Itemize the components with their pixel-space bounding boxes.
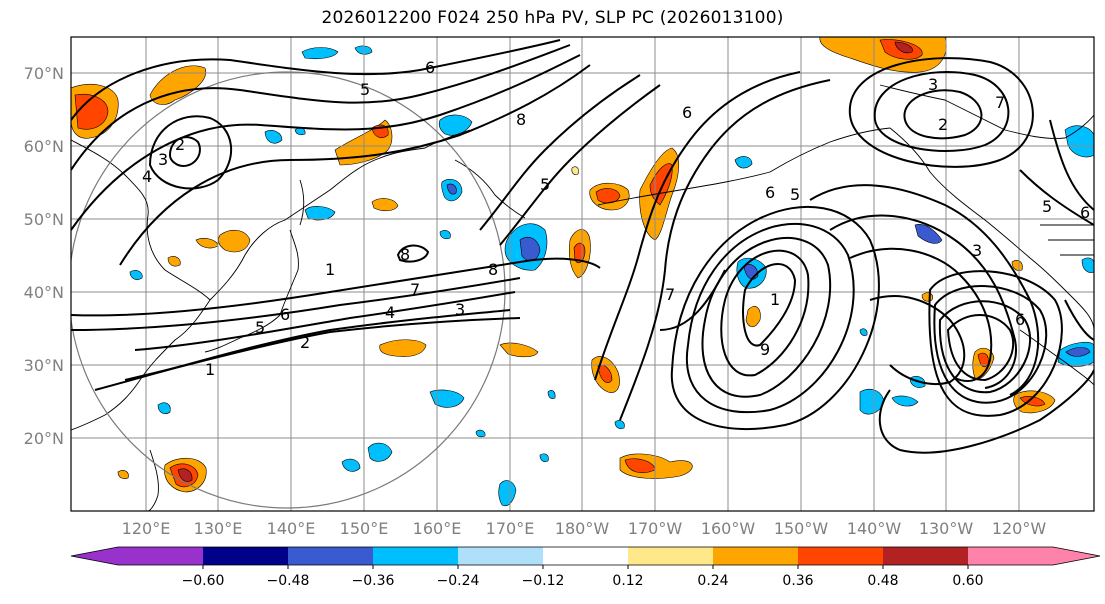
lon-label: 170°W <box>628 519 683 538</box>
contour-label: 9 <box>760 340 770 359</box>
map-plot-area: 5 6 2 3 4 8 5 8 1 8 7 4 3 6 5 2 1 7 6 5 … <box>71 37 1094 511</box>
contour-label: 2 <box>300 333 310 352</box>
contour-labels: 5 6 2 3 4 8 5 8 1 8 7 4 3 6 5 2 1 7 6 5 … <box>142 58 1090 379</box>
colorbar-tick-label: 0.36 <box>782 573 813 589</box>
colorbar-extend-min <box>71 547 118 565</box>
contour-label: 5 <box>255 318 265 337</box>
contour-label: 6 <box>682 103 692 122</box>
contour-label: 7 <box>410 280 420 299</box>
lat-label: 40°N <box>24 283 64 302</box>
contour-label: 6 <box>1080 203 1090 222</box>
lat-label: 70°N <box>24 64 64 83</box>
contour-label: 1 <box>205 360 215 379</box>
colorbar-tick-label: −0.36 <box>352 573 395 589</box>
lon-label: 150°E <box>340 519 389 538</box>
colorbar-tick-label: 0.60 <box>952 573 983 589</box>
colorbar-tick-label: 0.48 <box>867 573 898 589</box>
contour-label: 5 <box>1042 197 1052 216</box>
contour-label: 6 <box>425 58 435 77</box>
contour-label: 6 <box>280 305 290 324</box>
lon-label: 120°W <box>992 519 1047 538</box>
contour-label: 7 <box>665 285 675 304</box>
map-title: 2026012200 F024 250 hPa PV, SLP PC (2026… <box>321 8 784 28</box>
lon-label: 140°E <box>267 519 316 538</box>
colorbar-extend-max <box>1053 547 1100 565</box>
colorbar: −0.60 −0.48 −0.36 −0.24 −0.12 0.12 0.24 0.36 0.4… <box>70 546 1101 589</box>
lon-label: 150°W <box>774 519 829 538</box>
colorbar-tick-label: 0.12 <box>612 573 643 589</box>
contour-label: 4 <box>385 303 395 322</box>
contour-label: 2 <box>175 135 185 154</box>
contour-label: 5 <box>360 80 370 99</box>
contour-label: 3 <box>158 150 168 169</box>
graticule <box>71 37 1094 511</box>
slp-contours <box>71 39 1094 454</box>
colorbar-segment <box>883 547 969 565</box>
contour-label: 8 <box>400 245 410 264</box>
pv-negative-anomalies <box>129 45 1094 507</box>
contour-label: 6 <box>765 183 775 202</box>
latitude-labels: 70°N 60°N 50°N 40°N 30°N 20°N <box>24 64 64 448</box>
colorbar-segment <box>288 547 374 565</box>
contour-label: 2 <box>938 115 948 134</box>
colorbar-segment <box>713 547 799 565</box>
contour-label: 8 <box>516 110 526 129</box>
colorbar-segment <box>798 547 884 565</box>
contour-label: 4 <box>142 167 152 186</box>
colorbar-segment <box>203 547 289 565</box>
lon-label: 130°E <box>194 519 243 538</box>
lon-label: 180°W <box>555 519 610 538</box>
lon-label: 120°E <box>122 519 171 538</box>
colorbar-segment <box>968 547 1054 565</box>
colorbar-tick-label: −0.24 <box>437 573 480 589</box>
colorbar-segment <box>373 547 459 565</box>
lon-label: 130°W <box>919 519 974 538</box>
colorbar-segment <box>543 547 629 565</box>
contour-label: 3 <box>972 241 982 260</box>
contour-label: 8 <box>488 260 498 279</box>
contour-label: 7 <box>995 93 1005 112</box>
lon-label: 170°E <box>486 519 535 538</box>
lat-label: 30°N <box>24 356 64 375</box>
contour-label: 3 <box>455 300 465 319</box>
colorbar-outline <box>70 546 1101 566</box>
lat-label: 50°N <box>24 210 64 229</box>
contour-label: 5 <box>790 185 800 204</box>
colorbar-segment <box>458 547 544 565</box>
contour-label: 3 <box>928 75 938 94</box>
lon-label: 160°E <box>413 519 462 538</box>
contour-label: 6 <box>1015 310 1025 329</box>
contour-label: 1 <box>325 260 335 279</box>
lat-label: 60°N <box>24 137 64 156</box>
colorbar-segment <box>118 547 204 565</box>
longitude-labels: 120°E 130°E 140°E 150°E 160°E 170°E 180°… <box>122 519 1047 538</box>
lon-label: 160°W <box>701 519 756 538</box>
lat-label: 20°N <box>24 429 64 448</box>
range-ring <box>71 71 506 509</box>
colorbar-tick-label: 0.24 <box>697 573 728 589</box>
contour-label: 5 <box>540 175 550 194</box>
colorbar-segment <box>628 547 714 565</box>
lon-label: 140°W <box>847 519 902 538</box>
map-frame <box>70 36 1095 512</box>
colorbar-tick-label: −0.48 <box>267 573 310 589</box>
colorbar-tick-label: −0.12 <box>522 573 565 589</box>
colorbar-tick-label: −0.60 <box>182 573 225 589</box>
contour-label: 1 <box>770 290 780 309</box>
